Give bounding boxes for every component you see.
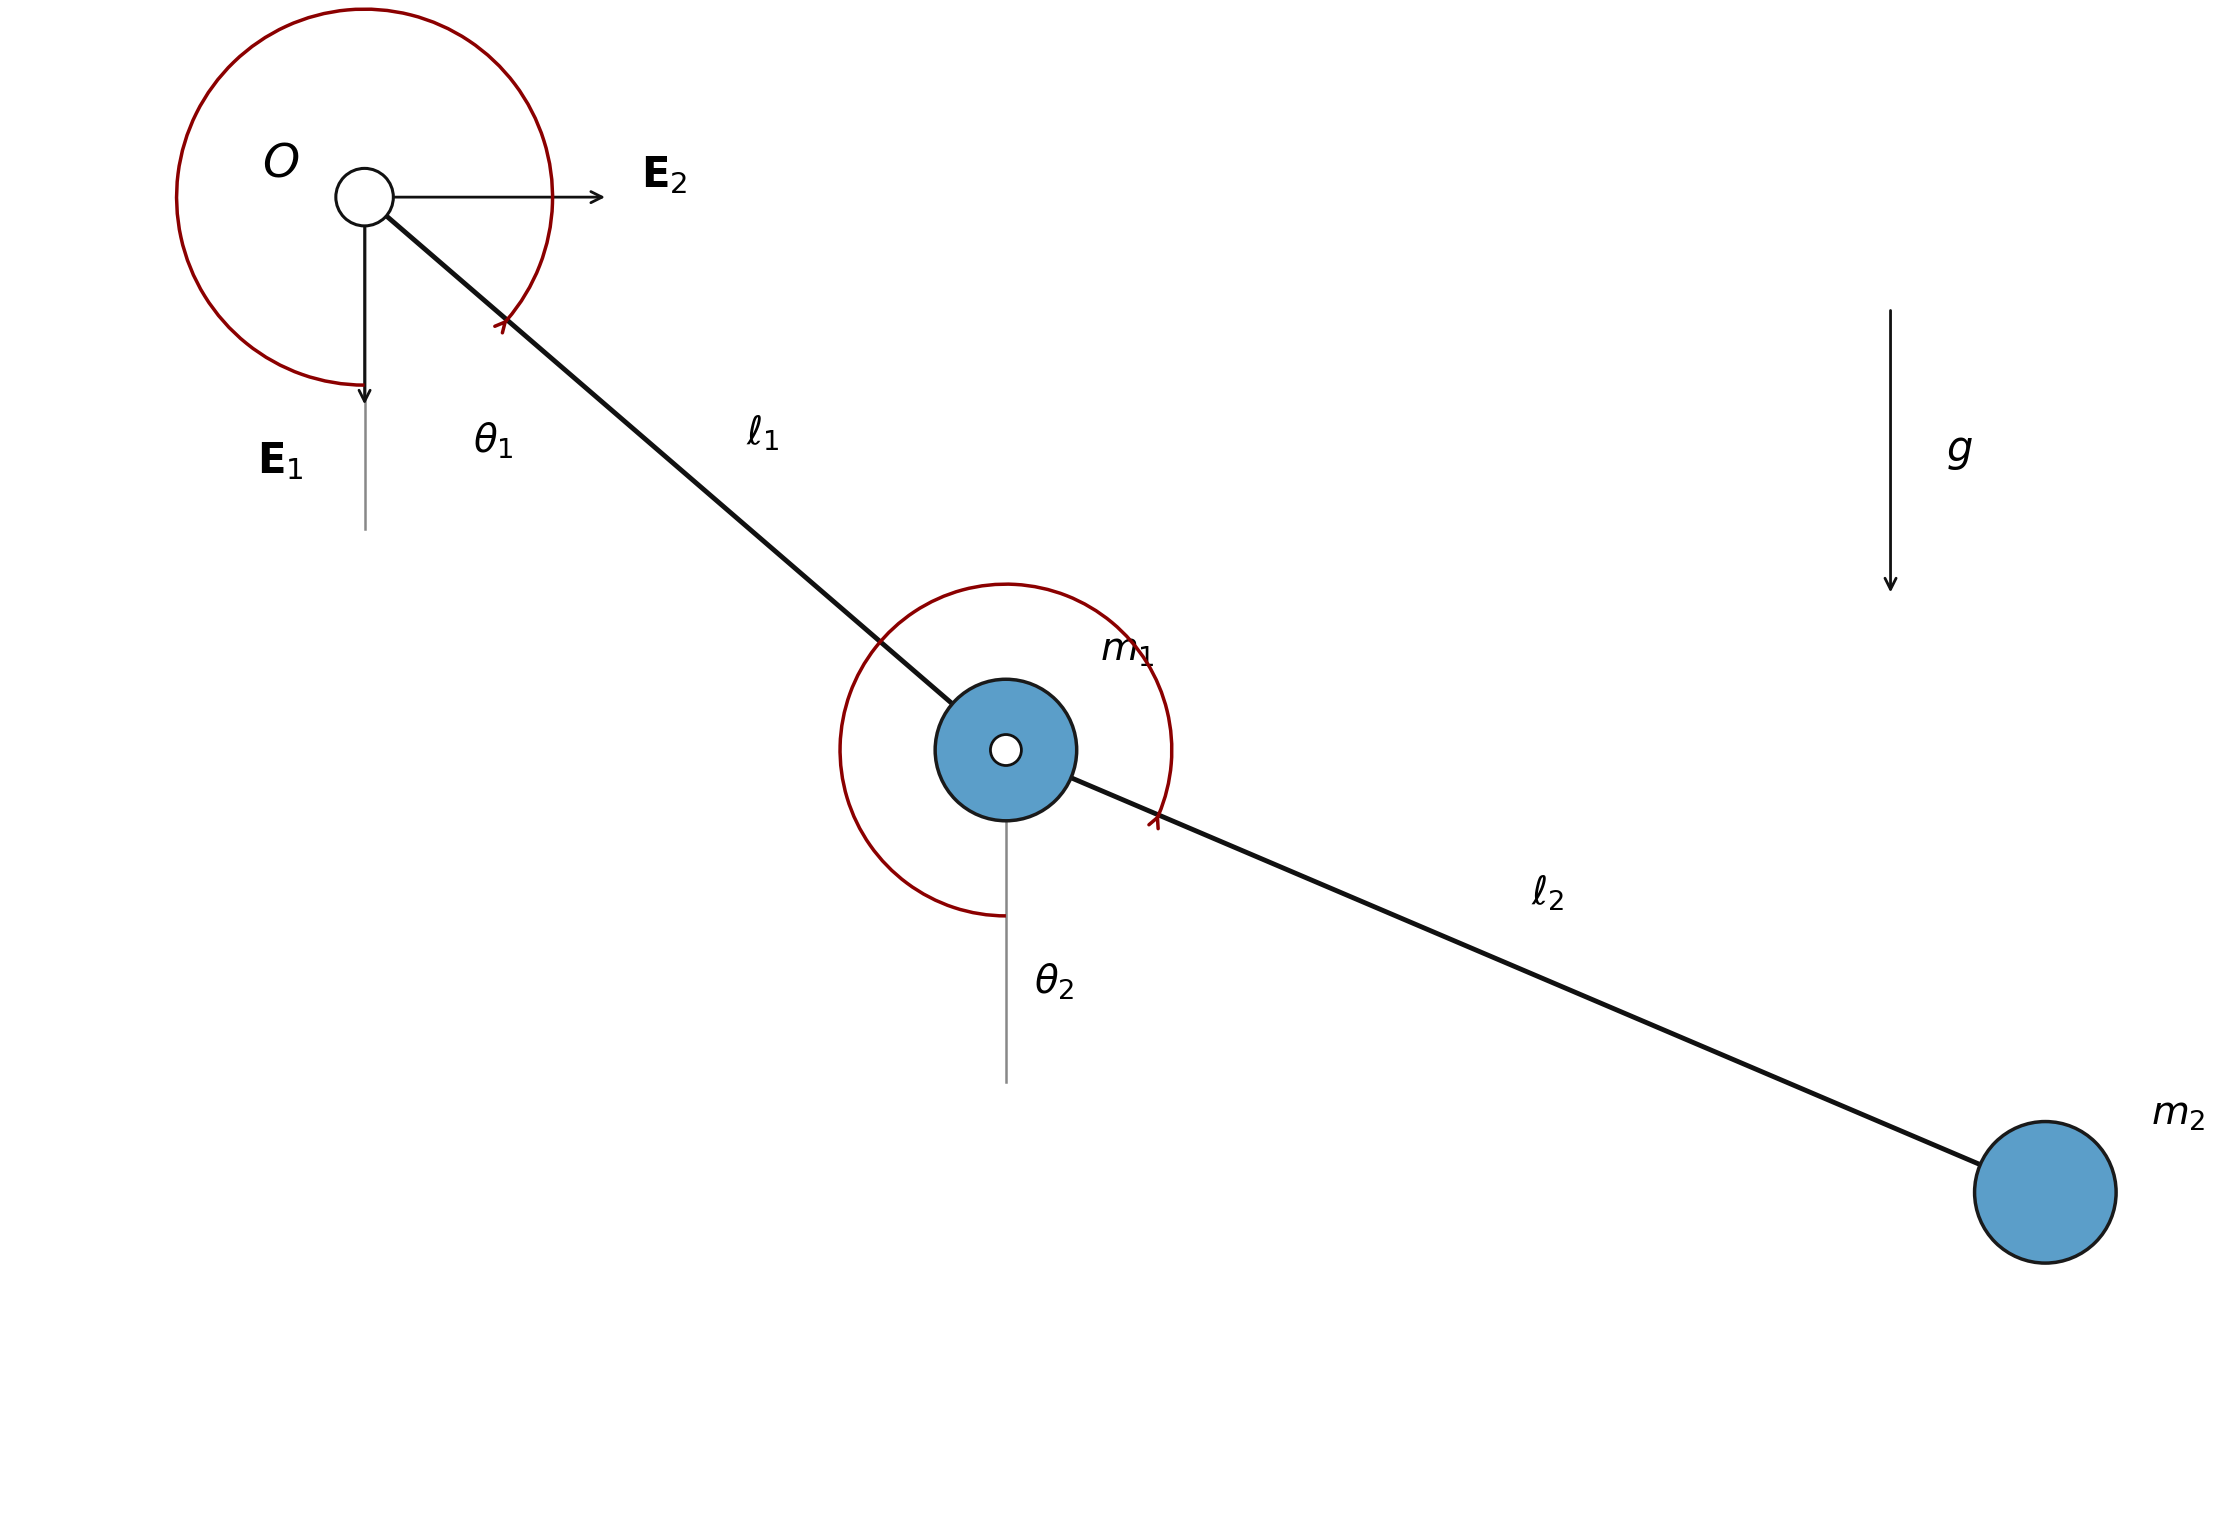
Circle shape	[1974, 1122, 2117, 1263]
Text: $m_2$: $m_2$	[2150, 1096, 2206, 1133]
Text: $m_1$: $m_1$	[1101, 632, 1154, 669]
Circle shape	[335, 168, 393, 227]
Text: $O$: $O$	[261, 141, 299, 187]
Text: $\mathbf{E}_1$: $\mathbf{E}_1$	[257, 441, 304, 482]
Text: $\mathbf{E}_2$: $\mathbf{E}_2$	[641, 155, 688, 196]
Text: $\theta_2$: $\theta_2$	[1034, 961, 1074, 1003]
Text: $\ell_1$: $\ell_1$	[746, 413, 779, 453]
Circle shape	[936, 680, 1076, 821]
Text: $\theta_1$: $\theta_1$	[473, 419, 514, 461]
Text: $\ell_2$: $\ell_2$	[1532, 874, 1565, 914]
Circle shape	[991, 735, 1020, 766]
Text: $g$: $g$	[1945, 430, 1972, 473]
